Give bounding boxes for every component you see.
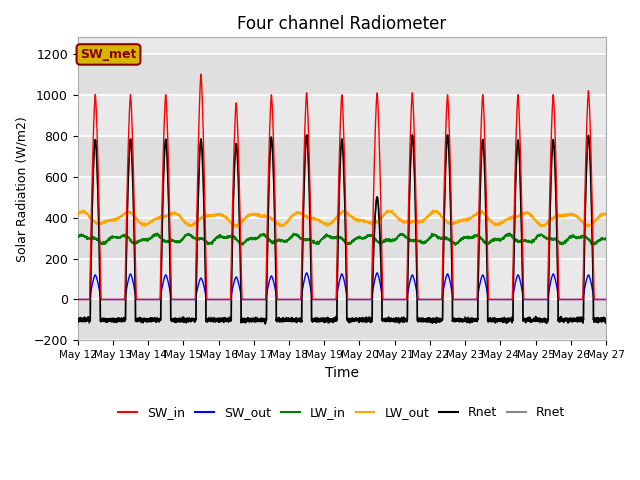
Bar <box>77 54 606 95</box>
Legend: SW_in, SW_out, LW_in, LW_out, Rnet, Rnet: SW_in, SW_out, LW_in, LW_out, Rnet, Rnet <box>113 401 570 424</box>
Bar <box>77 300 606 340</box>
Y-axis label: Solar Radiation (W/m2): Solar Radiation (W/m2) <box>15 116 28 262</box>
Bar <box>77 136 606 177</box>
Title: Four channel Radiometer: Four channel Radiometer <box>237 15 447 33</box>
X-axis label: Time: Time <box>325 366 359 380</box>
Bar <box>77 217 606 259</box>
Bar <box>77 177 606 217</box>
Bar <box>77 259 606 300</box>
Bar <box>77 95 606 136</box>
Text: SW_met: SW_met <box>80 48 137 61</box>
